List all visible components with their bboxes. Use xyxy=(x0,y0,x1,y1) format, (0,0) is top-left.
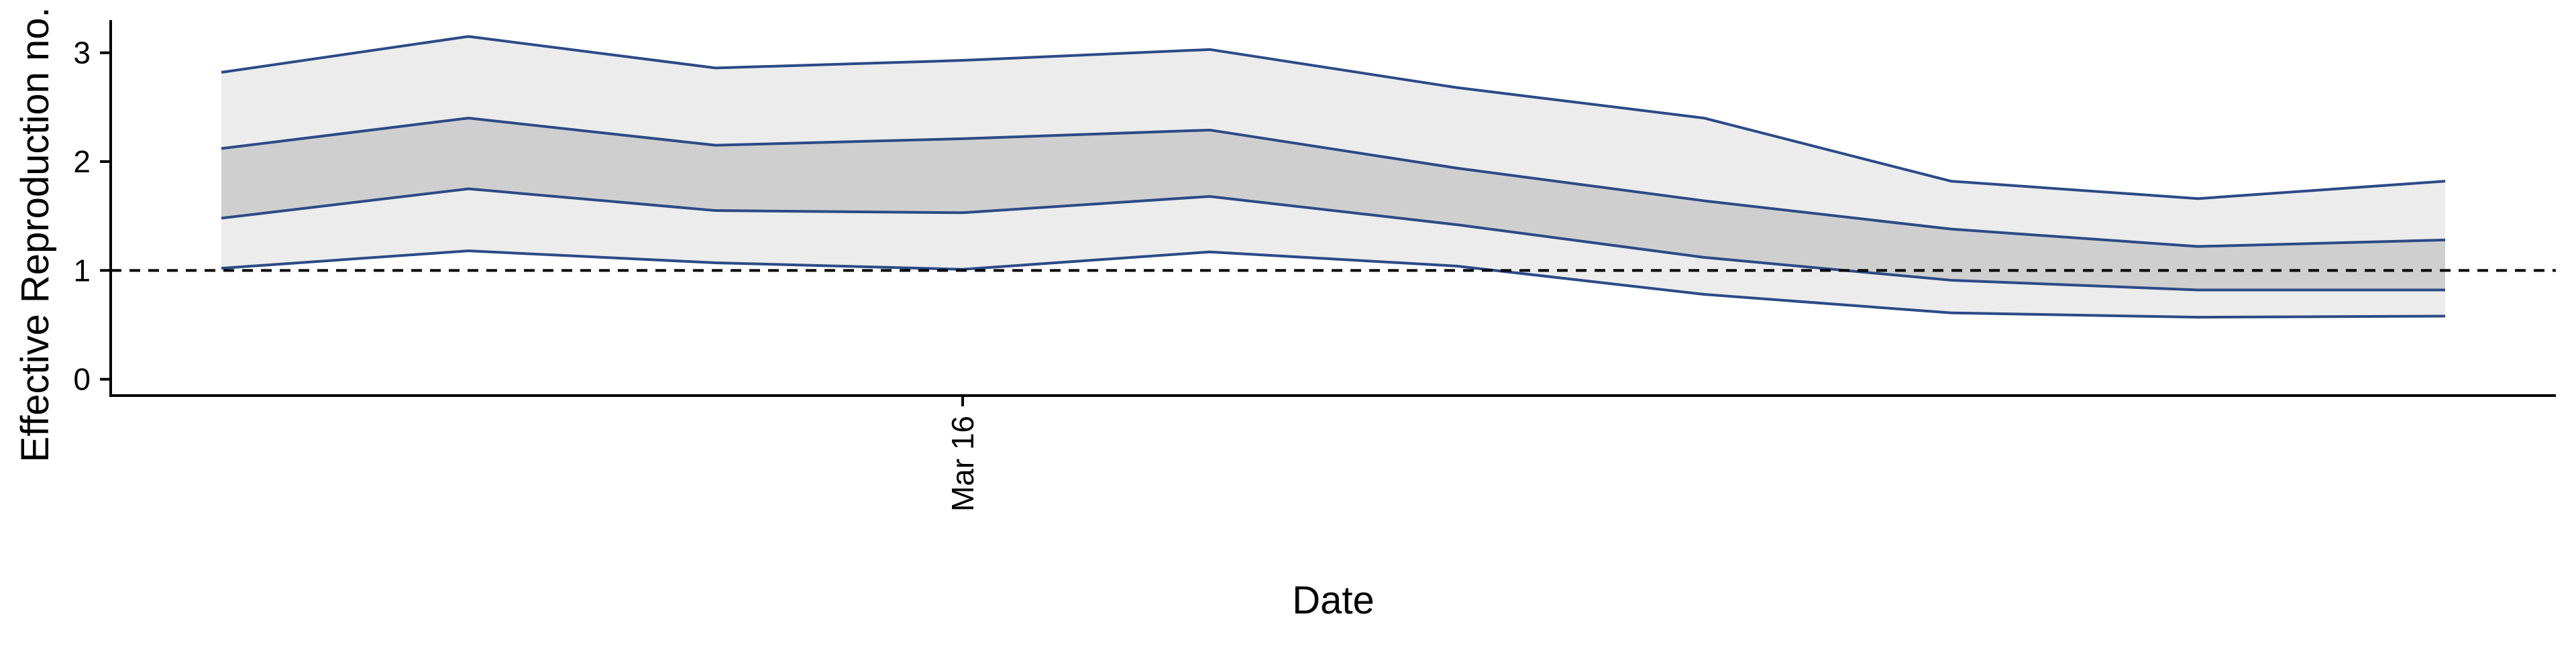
series-lines xyxy=(221,35,2446,319)
series-line-2 xyxy=(221,187,2445,292)
interval-band-2 xyxy=(221,118,2445,290)
x-tick-label: Mar 16 xyxy=(945,416,980,512)
x-ticks: Mar 16 xyxy=(945,396,980,512)
credible-interval-bands xyxy=(221,36,2445,318)
y-tick-label: 3 xyxy=(73,36,91,70)
y-tick-label: 0 xyxy=(73,362,91,397)
y-ticks: 0 1 2 3 xyxy=(73,36,111,397)
series-line-4 xyxy=(221,35,2446,200)
axes xyxy=(109,20,2556,397)
y-axis-title: Effective Reproduction no. xyxy=(13,7,57,462)
x-axis-title: Date xyxy=(1292,579,1375,622)
series-line-3 xyxy=(221,117,2446,248)
y-tick-label: 1 xyxy=(73,253,91,288)
series-line-1 xyxy=(221,249,2446,319)
y-tick-label: 2 xyxy=(73,144,91,179)
